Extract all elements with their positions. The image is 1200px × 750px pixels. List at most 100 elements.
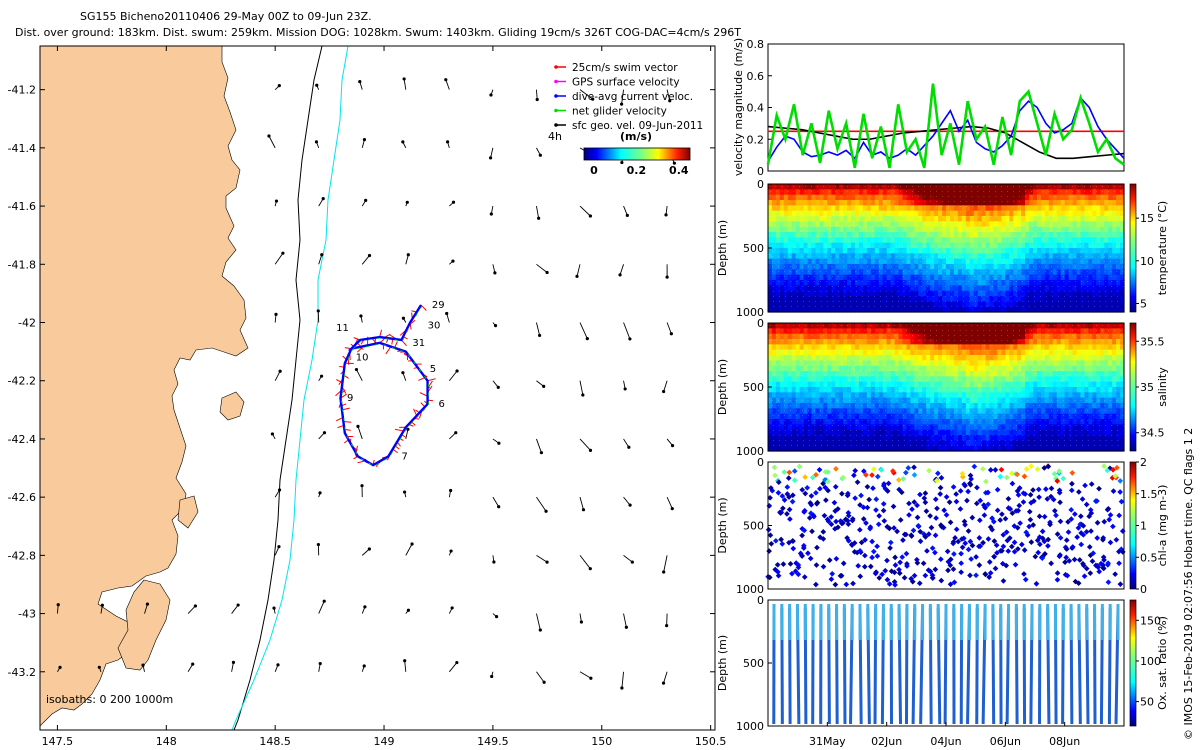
section-cell bbox=[1120, 253, 1125, 260]
section-cell bbox=[910, 205, 915, 212]
section-cell bbox=[957, 184, 963, 190]
surface-velocity-arrow bbox=[536, 322, 541, 336]
section-cell bbox=[1009, 306, 1014, 313]
section-cell bbox=[1009, 424, 1014, 431]
section-cell bbox=[1068, 269, 1074, 276]
section-cell bbox=[799, 205, 805, 212]
section-cell bbox=[811, 274, 817, 281]
section-cell bbox=[1017, 301, 1022, 308]
section-cell bbox=[851, 381, 856, 388]
section-cell bbox=[890, 323, 896, 329]
section-cell bbox=[957, 221, 963, 228]
section-cell bbox=[942, 253, 947, 260]
profile-dots bbox=[840, 324, 846, 450]
section-cell bbox=[902, 403, 908, 409]
section-cell bbox=[1108, 440, 1113, 447]
section-cell bbox=[1048, 365, 1054, 372]
section-cell bbox=[886, 408, 892, 415]
chla-sample bbox=[765, 526, 772, 533]
section-cell bbox=[1001, 274, 1006, 281]
section-cell bbox=[787, 258, 793, 265]
section-cell bbox=[1096, 328, 1101, 335]
section-cell bbox=[989, 445, 995, 452]
section-cell bbox=[1056, 264, 1062, 270]
section-cell bbox=[949, 232, 955, 238]
section-cell bbox=[1120, 328, 1125, 335]
profile-dots bbox=[876, 185, 882, 311]
section-cell bbox=[894, 253, 900, 260]
section-cell bbox=[922, 424, 927, 431]
section-cell bbox=[831, 306, 836, 313]
section-cell bbox=[771, 429, 777, 436]
section-cell bbox=[965, 419, 971, 425]
section-cell bbox=[815, 429, 821, 436]
section-cell bbox=[1036, 210, 1042, 217]
section-cell bbox=[1017, 339, 1022, 345]
section-cell bbox=[1013, 269, 1018, 276]
section-cell bbox=[890, 344, 896, 351]
section-cell bbox=[1040, 221, 1046, 228]
surface-velocity-arrow bbox=[576, 264, 581, 277]
section-cell bbox=[1088, 264, 1093, 270]
section-cell bbox=[1001, 200, 1006, 206]
section-cell bbox=[831, 371, 836, 377]
profile-dots bbox=[775, 185, 781, 311]
section-cell bbox=[926, 408, 931, 415]
section-cell bbox=[1100, 333, 1105, 340]
section-cell bbox=[1009, 408, 1014, 415]
section-cell bbox=[910, 194, 915, 201]
map-x-tick-label: 147.5 bbox=[42, 735, 74, 748]
section-cell bbox=[1100, 194, 1105, 201]
section-cell bbox=[851, 387, 856, 393]
section-cell bbox=[1017, 392, 1022, 399]
section-cell bbox=[815, 344, 821, 351]
section-cell bbox=[1013, 274, 1018, 281]
section-cell bbox=[866, 296, 872, 302]
section-cell bbox=[1021, 440, 1026, 447]
section-cell bbox=[898, 226, 904, 233]
vector-scale-label: 4h bbox=[548, 130, 562, 143]
section-cell bbox=[1005, 419, 1010, 425]
section-cell bbox=[835, 269, 840, 276]
profile-dots bbox=[834, 185, 840, 311]
section-cell bbox=[957, 397, 963, 404]
section-cell bbox=[1060, 376, 1066, 383]
section-cell bbox=[799, 355, 805, 361]
section-cell bbox=[878, 258, 884, 265]
section-cell bbox=[811, 269, 817, 276]
section-cell bbox=[1025, 210, 1030, 217]
section-cell bbox=[1096, 290, 1101, 297]
chla-sample bbox=[785, 475, 792, 481]
section-cell bbox=[874, 200, 880, 206]
section-cell bbox=[914, 296, 919, 302]
section-cell bbox=[1033, 435, 1038, 441]
surface-velocity-arrowhead bbox=[669, 332, 673, 336]
section-cell bbox=[851, 216, 856, 222]
section-cell bbox=[771, 194, 777, 201]
section-cell bbox=[862, 200, 868, 206]
section-cell bbox=[1056, 323, 1062, 329]
section-cell bbox=[858, 408, 864, 415]
section-cell bbox=[771, 333, 777, 340]
section-cell bbox=[807, 269, 813, 276]
section-cell bbox=[1072, 189, 1078, 196]
section-cell bbox=[1025, 323, 1030, 329]
profile-dots bbox=[1072, 185, 1077, 311]
section-cell bbox=[866, 258, 872, 265]
section-cell bbox=[981, 445, 987, 452]
section-cell bbox=[839, 381, 844, 388]
section-cell bbox=[1100, 242, 1105, 249]
section-cell bbox=[1088, 290, 1093, 297]
profile-dots bbox=[852, 185, 858, 311]
section-cell bbox=[815, 194, 821, 201]
track-day-label: 11 bbox=[336, 323, 349, 334]
section-cell bbox=[973, 248, 979, 254]
section-cell bbox=[791, 290, 797, 297]
section-cell bbox=[965, 232, 971, 238]
section-cell bbox=[1052, 403, 1058, 409]
section-cell bbox=[1080, 189, 1086, 196]
section-cell bbox=[1080, 237, 1086, 244]
section-cell bbox=[1005, 413, 1010, 420]
section-cell bbox=[1096, 285, 1101, 292]
section-cell bbox=[795, 189, 801, 196]
